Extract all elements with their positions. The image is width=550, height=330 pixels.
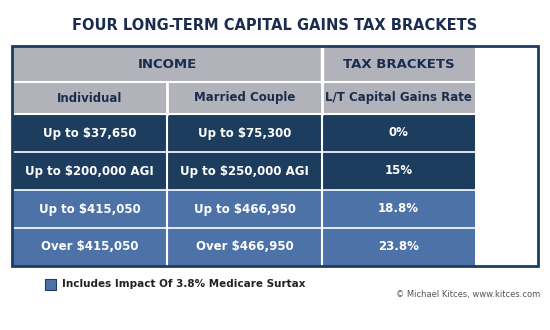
- Text: Includes Impact Of 3.8% Medicare Surtax: Includes Impact Of 3.8% Medicare Surtax: [62, 279, 305, 289]
- Text: TAX BRACKETS: TAX BRACKETS: [343, 57, 454, 71]
- Text: Up to $200,000 AGI: Up to $200,000 AGI: [25, 164, 154, 178]
- Text: INCOME: INCOME: [138, 57, 197, 71]
- Text: Up to $415,050: Up to $415,050: [39, 203, 140, 215]
- Bar: [322, 152, 475, 190]
- Bar: [167, 190, 322, 228]
- Text: Married Couple: Married Couple: [194, 91, 295, 105]
- Text: 23.8%: 23.8%: [378, 241, 419, 253]
- Text: FOUR LONG-TERM CAPITAL GAINS TAX BRACKETS: FOUR LONG-TERM CAPITAL GAINS TAX BRACKET…: [73, 18, 477, 34]
- Bar: [322, 114, 475, 152]
- Text: L/T Capital Gains Rate: L/T Capital Gains Rate: [325, 91, 472, 105]
- Text: Over $466,950: Over $466,950: [196, 241, 294, 253]
- Text: Up to $250,000 AGI: Up to $250,000 AGI: [180, 164, 309, 178]
- Bar: [322, 46, 475, 82]
- Bar: [167, 152, 322, 190]
- Bar: [12, 114, 167, 152]
- Bar: [45, 279, 56, 289]
- Bar: [322, 82, 475, 114]
- Text: Up to $75,300: Up to $75,300: [198, 126, 292, 140]
- Text: 15%: 15%: [384, 164, 412, 178]
- Bar: [322, 190, 475, 228]
- Text: Up to $37,650: Up to $37,650: [43, 126, 136, 140]
- Bar: [12, 152, 167, 190]
- Bar: [167, 82, 322, 114]
- Text: Over $415,050: Over $415,050: [41, 241, 139, 253]
- Text: Up to $466,950: Up to $466,950: [194, 203, 296, 215]
- Bar: [12, 46, 322, 82]
- Bar: [167, 114, 322, 152]
- Bar: [322, 228, 475, 266]
- Text: 18.8%: 18.8%: [378, 203, 419, 215]
- Text: Individual: Individual: [57, 91, 122, 105]
- Text: 0%: 0%: [389, 126, 409, 140]
- Bar: [12, 228, 167, 266]
- Bar: [12, 82, 167, 114]
- Bar: [167, 228, 322, 266]
- Text: © Michael Kitces, www.kitces.com: © Michael Kitces, www.kitces.com: [396, 289, 540, 299]
- Bar: [12, 190, 167, 228]
